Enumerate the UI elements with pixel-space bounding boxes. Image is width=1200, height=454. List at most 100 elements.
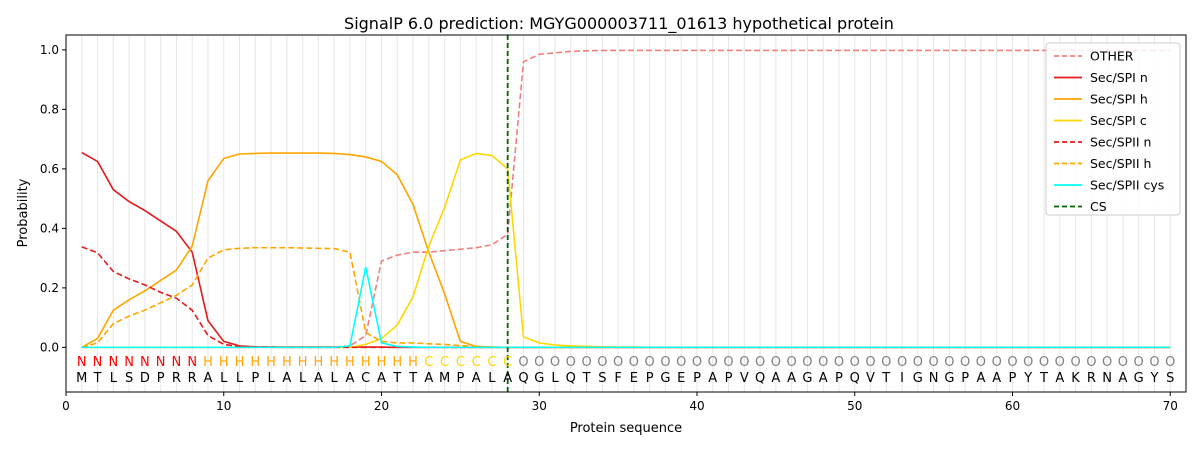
region-label: H [361,355,371,370]
legend-label: Sec/SPII cys [1090,178,1164,193]
residue-letter: L [236,371,244,386]
region-label: O [550,355,560,370]
region-label: H [250,355,260,370]
region-label: N [187,355,197,370]
region-label: O [865,355,875,370]
region-label: H [203,355,213,370]
residue-letter: M [76,371,87,386]
legend: OTHER Sec/SPI n Sec/SPI h Sec/SPI c Sec/SPII… [1045,42,1181,216]
residue-letter: D [140,371,150,386]
residue-letter: Q [518,371,528,386]
x-tick-label: 60 [1005,399,1020,413]
region-label: H [377,355,387,370]
region-label: O [613,355,623,370]
region-label: O [850,355,860,370]
legend-box [1045,42,1181,216]
residue-letter: R [188,371,197,386]
legend-label: Sec/SPI c [1090,113,1147,128]
residue-letter: G [534,371,544,386]
series-line-other [81,49,1171,349]
region-label: O [597,355,607,370]
residue-letter: G [660,371,670,386]
y-tick-label: 0.0 [40,340,59,354]
region-label: O [708,355,718,370]
region-label: O [518,355,528,370]
residue-letter: P [961,371,969,386]
residue-letter: Q [850,371,860,386]
residue-letter: P [157,371,165,386]
legend-label: Sec/SPI h [1090,92,1148,107]
residue-letter: A [771,371,780,386]
y-axis-label: Probability [16,178,31,247]
residue-letter: A [204,371,213,386]
axis-layer: 0 10 20 30 40 50 60 70 0.0 0.2 0.4 0.6 0.8 1.0 [40,43,1178,413]
series-layer [81,35,1171,392]
region-label: O [818,355,828,370]
residue-letter: T [408,371,417,386]
x-tick-label: 70 [1163,399,1178,413]
residue-letter: G [913,371,923,386]
residue-letter: A [992,371,1001,386]
region-label: O [834,355,844,370]
y-tick-label: 1.0 [40,43,59,57]
residue-letter: G [944,371,954,386]
y-tick-label: 0.2 [40,281,59,295]
residue-letter: A [377,371,386,386]
region-label: O [992,355,1002,370]
region-label: O [913,355,923,370]
y-tick-label: 0.4 [40,221,59,235]
residue-letter: G [1134,371,1144,386]
sequence-layer: NMNTNLNSNDNPNRNRHAHLHLHPHLHAHLHAHLHAHCHA… [76,355,1175,386]
residue-letter: E [677,371,685,386]
region-label: O [960,355,970,370]
region-label: O [1165,355,1175,370]
residue-letter: P [251,371,259,386]
residue-letter: A [503,371,512,386]
region-label: O [566,355,576,370]
region-label: H [282,355,292,370]
region-label: O [1149,355,1159,370]
region-label: O [1055,355,1065,370]
series-line-sec-spii-n [81,246,1171,349]
residue-letter: T [392,371,401,386]
region-label: H [314,355,324,370]
residue-letter: F [614,371,621,386]
region-label: O [771,355,781,370]
x-tick-label: 40 [689,399,704,413]
region-label: O [1118,355,1128,370]
y-tick-label: 0.6 [40,162,59,176]
residue-letter: L [551,371,559,386]
residue-letter: A [472,371,481,386]
residue-letter: V [866,371,875,386]
grid-layer [81,35,1171,392]
residue-letter: R [1087,371,1096,386]
residue-letter: C [361,371,370,386]
legend-label: Sec/SPII n [1090,135,1151,150]
y-tick-label: 0.8 [40,102,59,116]
residue-letter: P [725,371,733,386]
region-label: H [266,355,276,370]
residue-letter: A [345,371,354,386]
region-label: N [108,355,118,370]
region-label: N [140,355,150,370]
region-label: H [408,355,418,370]
residue-letter: T [1039,371,1048,386]
region-label: C [487,355,496,370]
chart-title: SignalP 6.0 prediction: MGYG000003711_01… [344,14,894,34]
region-label: N [172,355,182,370]
region-label: O [897,355,907,370]
region-label: O [755,355,765,370]
residue-letter: S [125,371,133,386]
region-label: H [329,355,339,370]
residue-letter: Q [566,371,576,386]
residue-letter: Q [755,371,765,386]
region-label: O [976,355,986,370]
region-label: O [1023,355,1033,370]
residue-letter: A [787,371,796,386]
x-axis-label: Protein sequence [570,421,682,436]
series-line-sec-spii-h [81,246,1171,349]
region-label: O [1102,355,1112,370]
region-label: O [1070,355,1080,370]
